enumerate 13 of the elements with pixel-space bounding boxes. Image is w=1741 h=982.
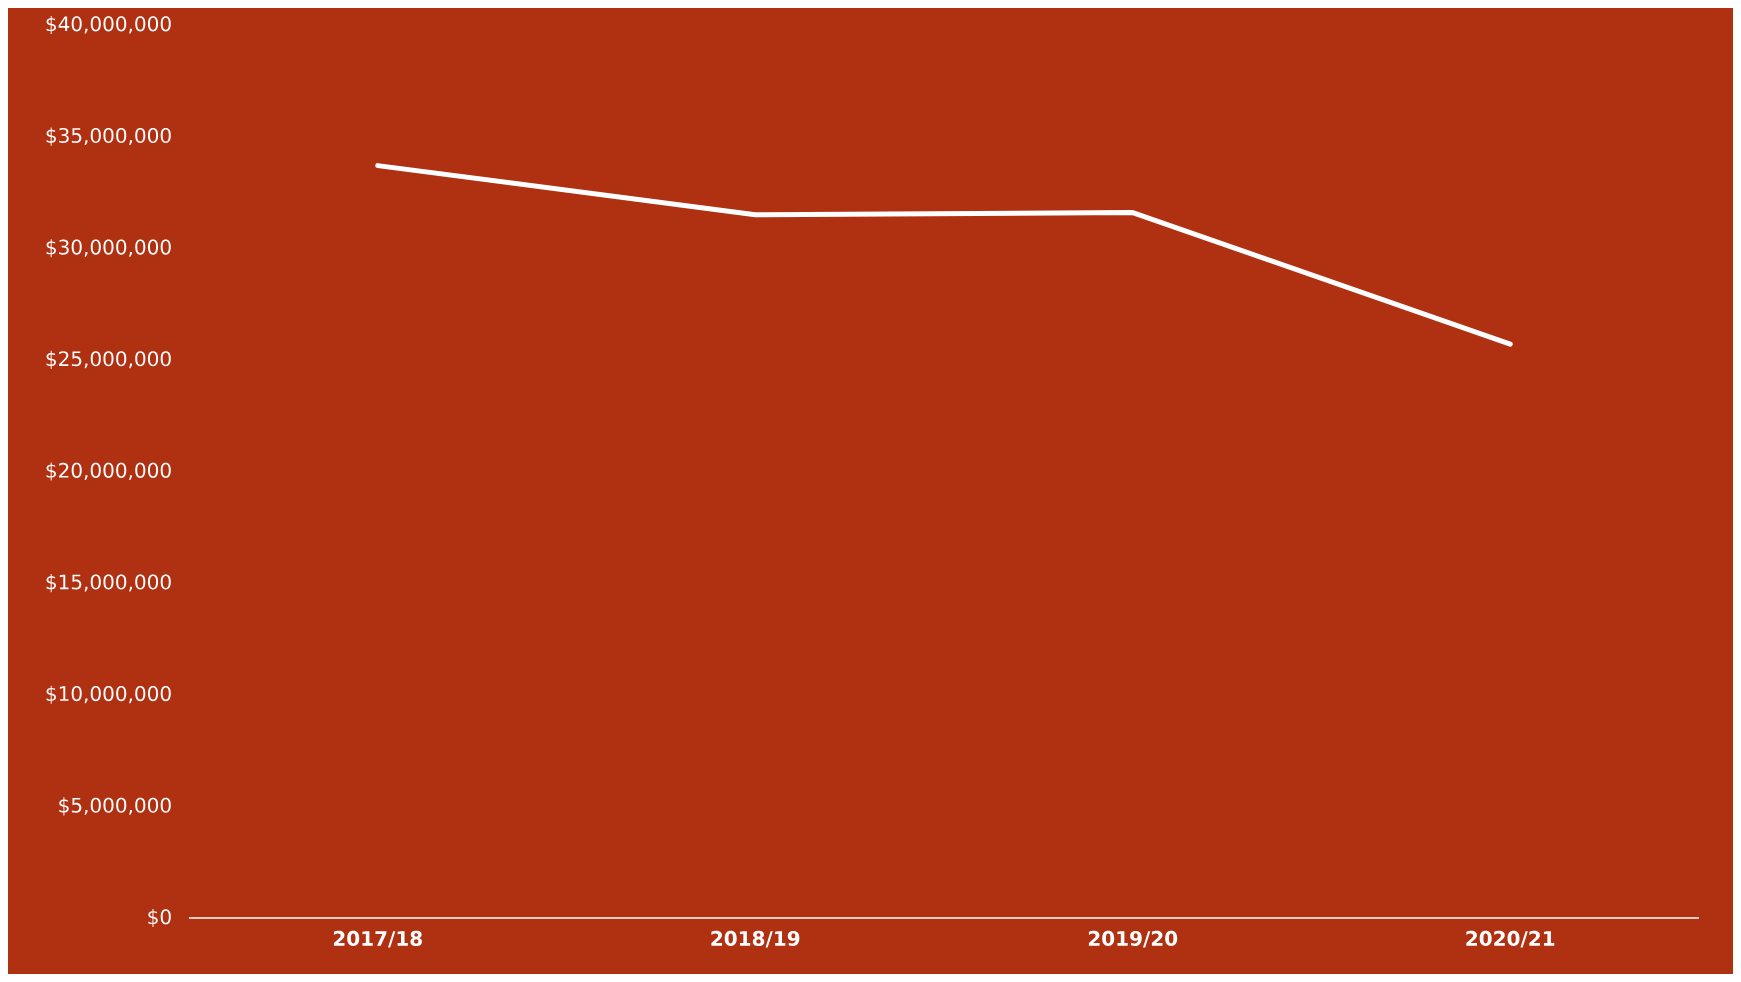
y-tick-label: $15,000,000 (46, 574, 171, 593)
x-tick-label: 2017/18 (333, 930, 422, 948)
y-tick-label: $40,000,000 (46, 15, 171, 35)
y-tick-label: $5,000,000 (59, 797, 171, 816)
x-tick-label: 2020/21 (1466, 930, 1555, 948)
y-tick-label: $20,000,000 (46, 462, 171, 481)
x-tick-label: 2018/19 (711, 930, 800, 948)
y-tick-label: $30,000,000 (46, 239, 171, 258)
y-tick-label: $0 (148, 908, 171, 928)
y-tick-label: $35,000,000 (46, 127, 171, 146)
y-tick-label: $25,000,000 (46, 350, 171, 369)
y-tick-label: $10,000,000 (46, 685, 171, 704)
x-tick-label: 2019/20 (1088, 930, 1178, 948)
